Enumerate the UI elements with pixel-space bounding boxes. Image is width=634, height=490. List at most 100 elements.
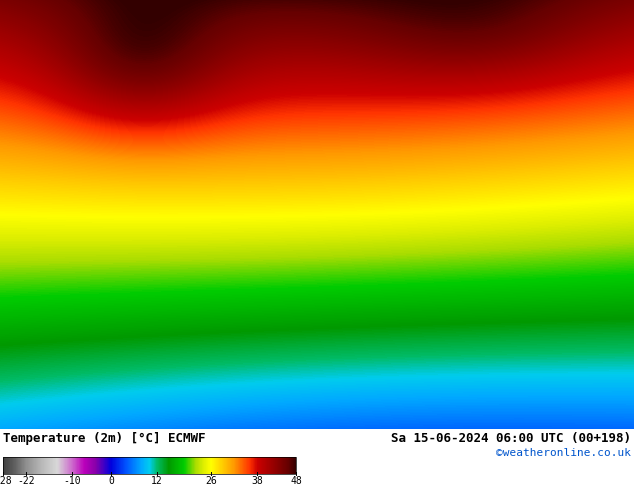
Bar	[242, 457, 243, 474]
Bar	[217, 457, 219, 474]
Bar	[193, 457, 195, 474]
Bar	[231, 457, 232, 474]
Bar	[123, 457, 124, 474]
Bar	[153, 457, 154, 474]
Bar	[210, 457, 212, 474]
Bar	[205, 457, 207, 474]
Bar	[57, 457, 58, 474]
Bar	[29, 457, 30, 474]
Bar	[294, 457, 295, 474]
Bar	[118, 457, 119, 474]
Bar	[186, 457, 188, 474]
Bar	[246, 457, 247, 474]
Bar	[75, 457, 76, 474]
Bar	[124, 457, 125, 474]
Bar	[104, 457, 105, 474]
Bar	[135, 457, 136, 474]
Bar	[288, 457, 290, 474]
Bar	[172, 457, 173, 474]
Bar	[285, 457, 286, 474]
Bar	[48, 457, 49, 474]
Bar	[271, 457, 272, 474]
Bar	[152, 457, 153, 474]
Bar	[293, 457, 294, 474]
Bar	[252, 457, 254, 474]
Text: 48: 48	[290, 476, 302, 486]
Bar	[130, 457, 131, 474]
Bar	[6, 457, 7, 474]
Bar	[284, 457, 285, 474]
Bar	[141, 457, 143, 474]
Bar	[166, 457, 167, 474]
Bar	[68, 457, 69, 474]
Bar	[234, 457, 235, 474]
Bar	[280, 457, 281, 474]
Bar	[133, 457, 134, 474]
Bar	[260, 457, 261, 474]
Bar	[13, 457, 14, 474]
Bar	[89, 457, 90, 474]
Bar	[247, 457, 248, 474]
Bar	[149, 457, 150, 474]
Bar	[139, 457, 140, 474]
Bar	[198, 457, 199, 474]
Bar	[258, 457, 259, 474]
Bar	[104, 457, 105, 474]
Bar	[111, 457, 112, 474]
Bar	[41, 457, 42, 474]
Bar	[171, 457, 172, 474]
Bar	[59, 457, 60, 474]
Bar	[44, 457, 45, 474]
Bar	[222, 457, 223, 474]
Bar	[75, 457, 77, 474]
Bar	[267, 457, 268, 474]
Text: Sa 15-06-2024 06:00 UTC (00+198): Sa 15-06-2024 06:00 UTC (00+198)	[391, 432, 631, 445]
Bar	[169, 457, 171, 474]
Bar	[60, 457, 61, 474]
Bar	[34, 457, 35, 474]
Bar	[207, 457, 208, 474]
Bar	[11, 457, 12, 474]
Bar	[235, 457, 236, 474]
Bar	[170, 457, 171, 474]
Bar	[98, 457, 100, 474]
Bar	[200, 457, 201, 474]
Bar	[134, 457, 135, 474]
Bar	[241, 457, 242, 474]
Bar	[259, 457, 260, 474]
Bar	[291, 457, 292, 474]
Bar	[186, 457, 187, 474]
Bar	[54, 457, 55, 474]
Text: ©weatheronline.co.uk: ©weatheronline.co.uk	[496, 448, 631, 458]
Bar	[45, 457, 46, 474]
Bar	[198, 457, 200, 474]
Bar	[4, 457, 5, 474]
Bar	[278, 457, 279, 474]
Bar	[209, 457, 210, 474]
Bar	[66, 457, 67, 474]
Bar	[279, 457, 280, 474]
Bar	[269, 457, 270, 474]
Bar	[95, 457, 96, 474]
Bar	[282, 457, 283, 474]
Bar	[147, 457, 148, 474]
Bar	[86, 457, 87, 474]
Bar	[12, 457, 13, 474]
Bar	[4, 457, 6, 474]
Bar	[105, 457, 106, 474]
Bar	[224, 457, 225, 474]
Bar	[158, 457, 159, 474]
Bar	[87, 457, 88, 474]
Bar	[42, 457, 43, 474]
Bar	[49, 457, 50, 474]
Bar	[180, 457, 181, 474]
Bar	[80, 457, 81, 474]
Bar	[40, 457, 41, 474]
Bar	[181, 457, 182, 474]
Bar	[179, 457, 180, 474]
Bar	[195, 457, 196, 474]
Bar	[85, 457, 86, 474]
Bar	[101, 457, 102, 474]
Bar	[143, 457, 144, 474]
Bar	[164, 457, 165, 474]
